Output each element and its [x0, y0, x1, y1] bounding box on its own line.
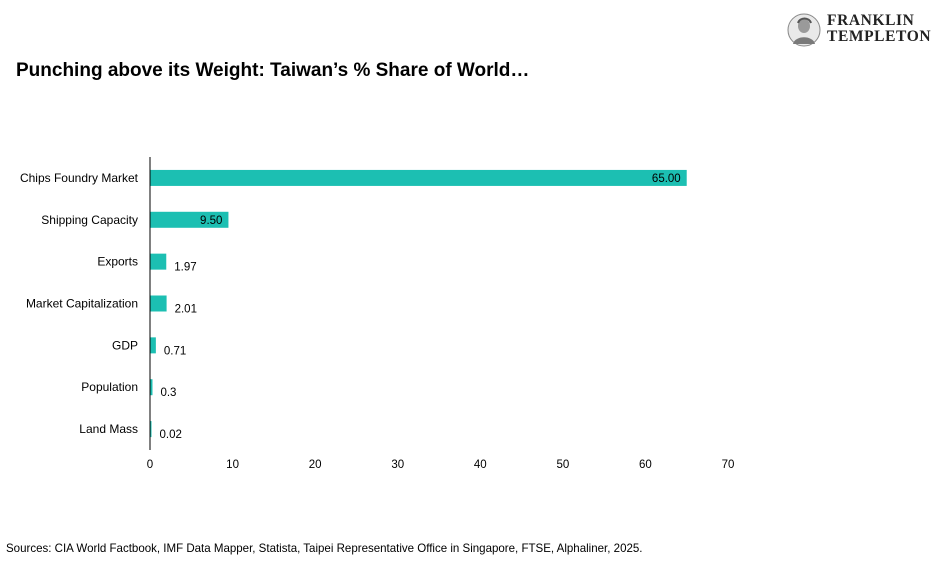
bar: [150, 169, 687, 186]
category-label: Land Mass: [79, 422, 138, 436]
page-title: Punching above its Weight: Taiwan’s % Sh…: [16, 60, 530, 81]
category-label: GDP: [112, 338, 138, 352]
source-note: Sources: CIA World Factbook, IMF Data Ma…: [6, 541, 643, 555]
data-label: 0.71: [164, 345, 186, 357]
franklin-templeton-logo: FRANKLIN TEMPLETON: [787, 13, 939, 47]
x-tick-label: 60: [639, 459, 652, 471]
x-tick-label: 50: [556, 459, 569, 471]
x-tick-label: 0: [147, 459, 153, 471]
bar: [150, 379, 153, 396]
data-label: 0.3: [160, 387, 176, 399]
portrait-emblem-icon: [787, 13, 821, 47]
x-tick-label: 10: [226, 459, 239, 471]
data-label: 2.01: [175, 304, 197, 316]
data-label: 9.50: [200, 215, 222, 227]
bar: [150, 295, 167, 312]
category-label: Exports: [97, 255, 138, 269]
bar: [150, 421, 152, 438]
x-tick-label: 40: [474, 459, 487, 471]
logo-line-1: FRANKLIN: [827, 12, 915, 29]
bar: [150, 253, 167, 270]
x-tick-label: 30: [391, 459, 404, 471]
data-label: 0.02: [160, 429, 182, 441]
x-tick-label: 70: [722, 459, 735, 471]
category-label: Population: [81, 380, 138, 394]
x-tick-label: 20: [309, 459, 322, 471]
category-label: Market Capitalization: [26, 297, 138, 311]
data-label: 65.00: [652, 173, 681, 185]
category-label: Shipping Capacity: [41, 213, 138, 227]
logo-line-2: TEMPLETON: [827, 27, 932, 45]
category-label: Chips Foundry Market: [20, 171, 139, 185]
data-label: 1.97: [174, 262, 196, 274]
bar: [150, 211, 229, 228]
bar: [150, 337, 156, 354]
